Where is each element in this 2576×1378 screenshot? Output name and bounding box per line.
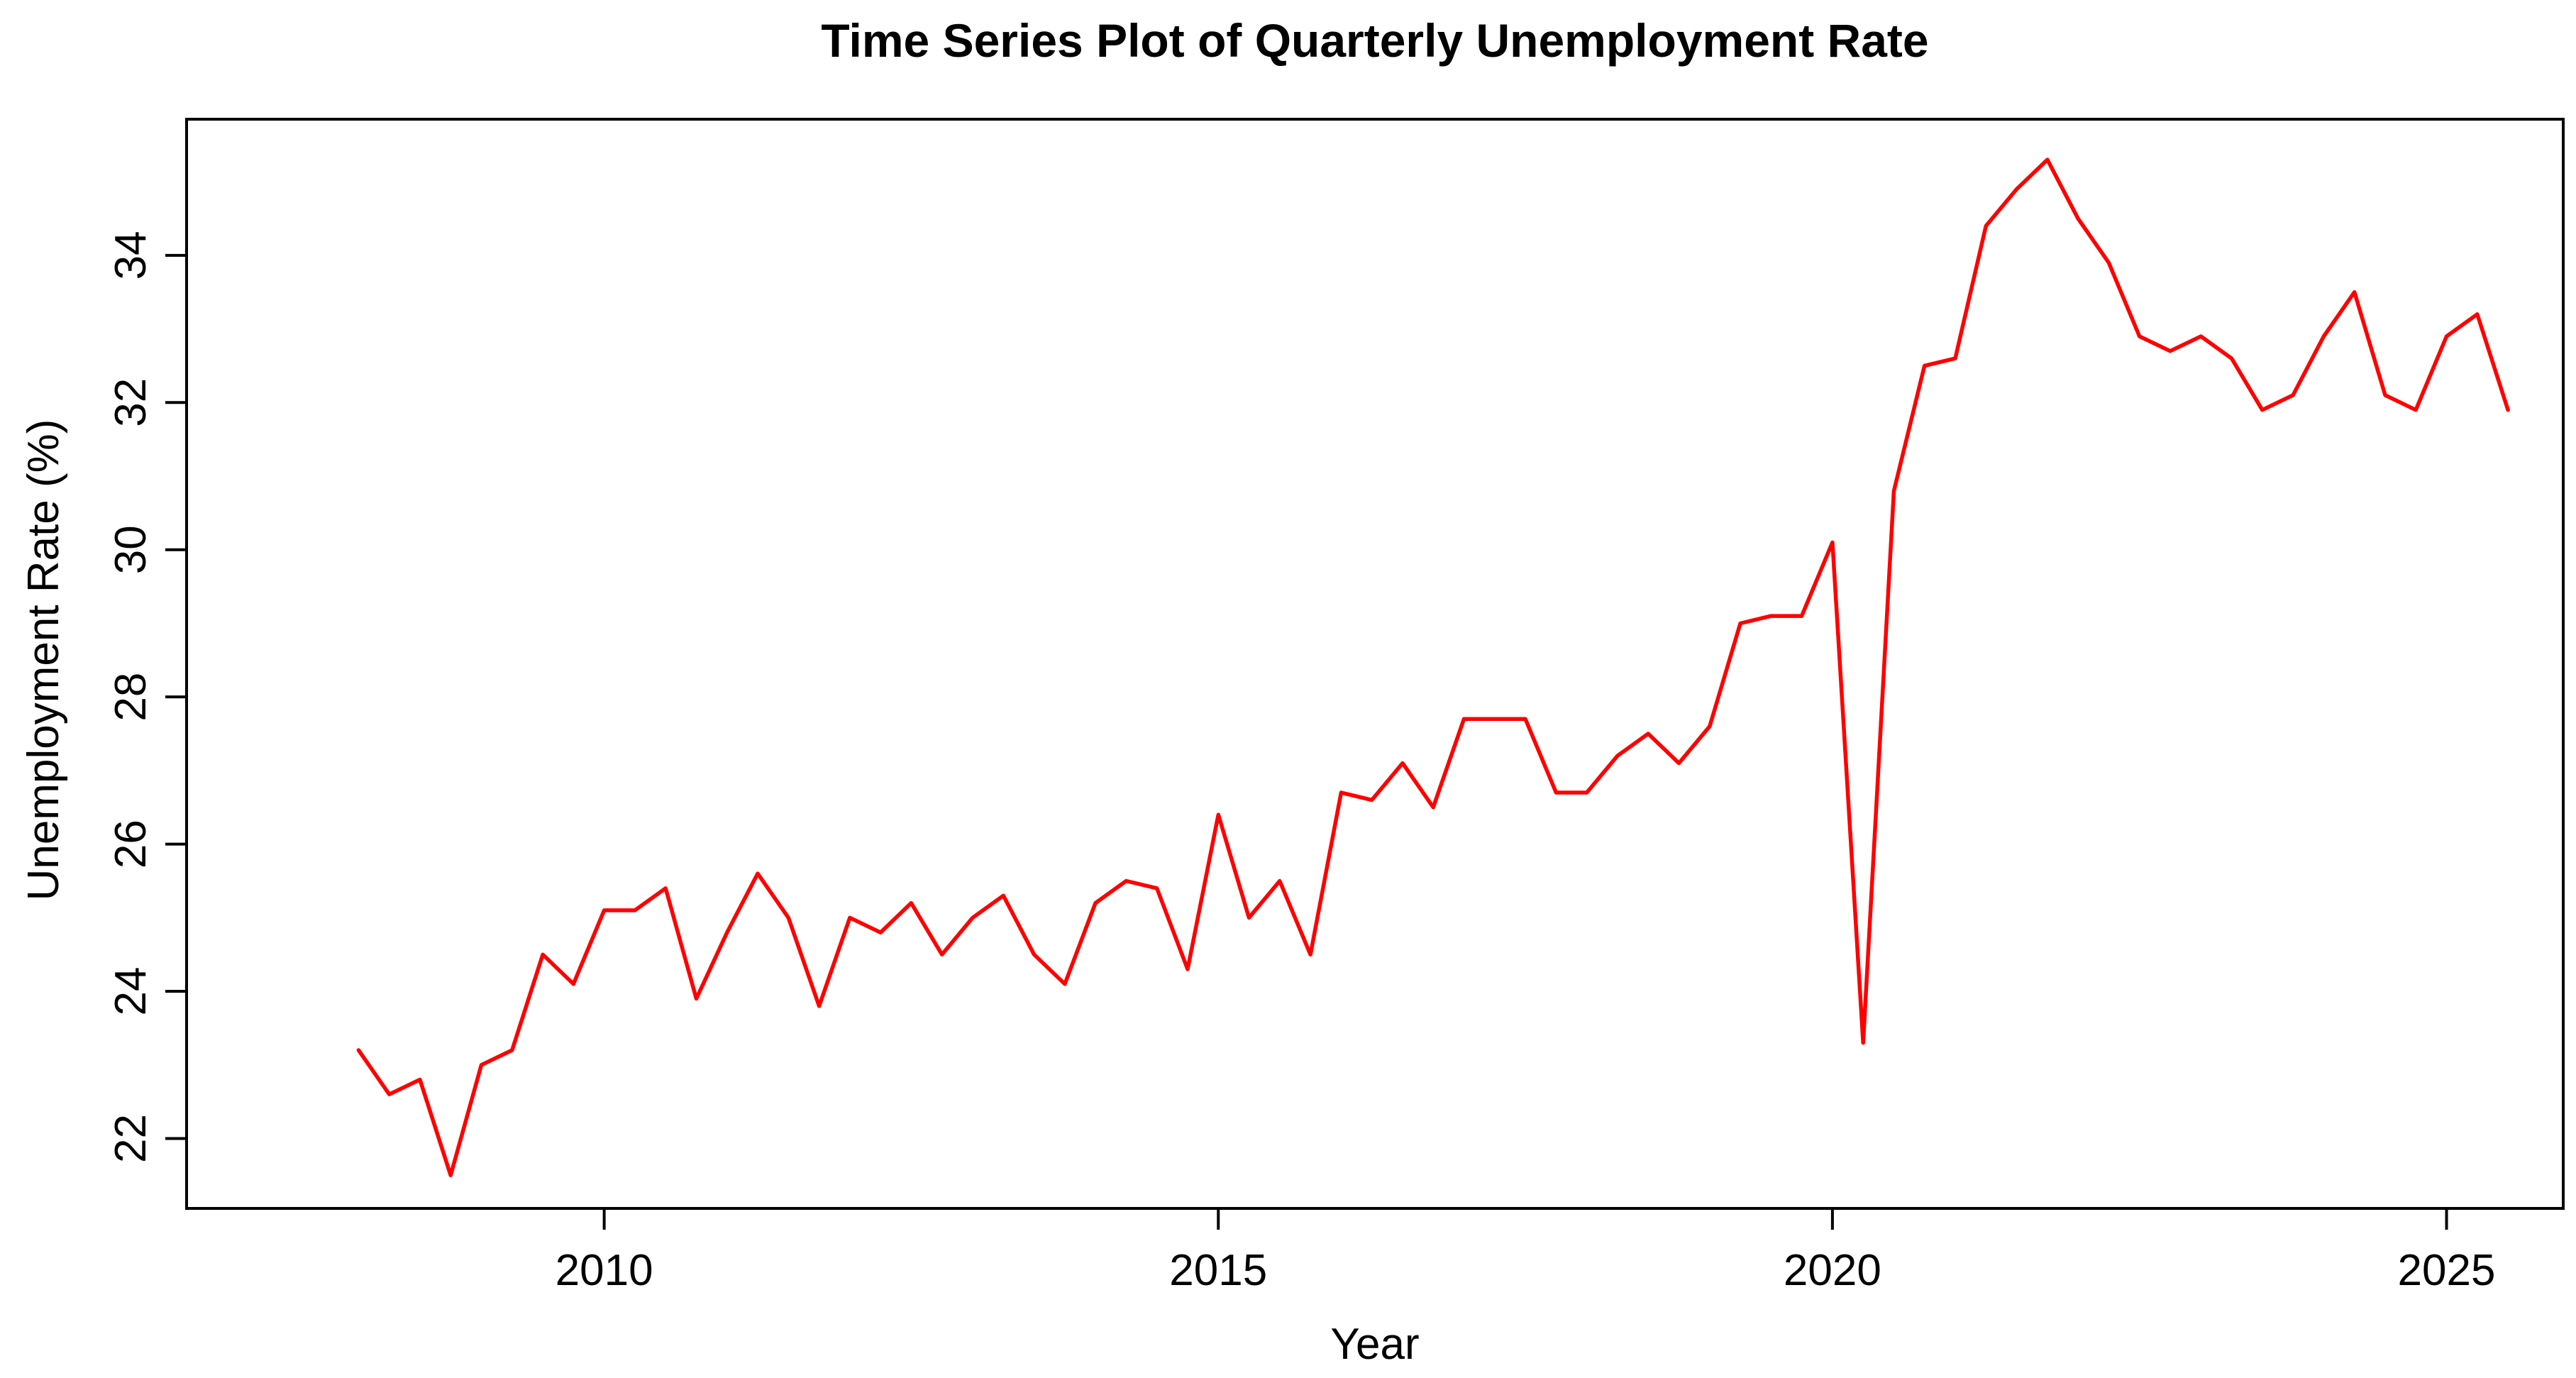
series-layer: [356, 158, 2510, 1178]
data-point: [1431, 805, 1435, 810]
data-point: [971, 915, 975, 920]
data-point: [1830, 540, 1835, 544]
data-point: [2076, 216, 2080, 221]
data-point: [2260, 408, 2265, 412]
data-point: [1185, 967, 1190, 971]
data-point: [2291, 393, 2295, 397]
y-tick-label: 32: [106, 378, 155, 427]
y-tick-label: 30: [106, 525, 155, 574]
data-point: [2383, 393, 2387, 397]
data-point: [1708, 724, 1712, 729]
data-point: [602, 908, 607, 913]
data-point: [2445, 334, 2449, 338]
data-point: [1554, 790, 1558, 795]
data-point: [817, 1004, 822, 1008]
chart-title: Time Series Plot of Quarterly Unemployme…: [821, 14, 1928, 67]
data-point: [1370, 798, 1374, 802]
y-tick-label: 24: [106, 967, 155, 1016]
data-point: [1615, 754, 1620, 758]
data-point: [1984, 224, 1988, 228]
data-point: [1032, 952, 1037, 957]
data-point: [1462, 717, 1466, 721]
data-point: [2138, 334, 2142, 338]
data-point: [1523, 717, 1527, 721]
y-axis-label: Unemployment Rate (%): [19, 419, 68, 901]
data-point: [2321, 334, 2326, 338]
data-point: [1493, 717, 1497, 721]
data-point: [909, 901, 913, 905]
data-point: [2015, 187, 2019, 192]
data-point: [1769, 614, 1773, 618]
data-point: [695, 996, 699, 1001]
data-point: [2106, 260, 2111, 265]
data-point: [2414, 408, 2418, 412]
data-point: [2045, 158, 2050, 162]
data-point: [1953, 356, 1957, 360]
x-tick-label: 2020: [1784, 1246, 1881, 1295]
y-tick-label: 22: [106, 1114, 155, 1163]
data-point: [756, 871, 760, 876]
x-axis: 2010 2015 2020 2025: [555, 1207, 2496, 1295]
data-point: [1093, 901, 1098, 905]
data-point: [1677, 761, 1681, 766]
y-tick-label: 28: [106, 673, 155, 722]
y-tick-label: 26: [106, 820, 155, 869]
x-axis-label: Year: [1330, 1320, 1419, 1369]
data-point: [725, 930, 729, 935]
data-point: [1308, 952, 1312, 957]
data-point: [1400, 761, 1405, 766]
data-point: [356, 1048, 360, 1052]
series-line: [356, 158, 2510, 1178]
data-point: [2168, 349, 2172, 353]
data-point: [1646, 732, 1650, 736]
data-point: [1738, 622, 1742, 626]
data-point: [1892, 489, 1896, 493]
data-point: [940, 952, 944, 957]
data-point: [1124, 879, 1128, 883]
data-point: [2506, 408, 2510, 412]
data-point: [1155, 886, 1159, 891]
data-point: [2475, 312, 2480, 316]
data-point: [1063, 982, 1067, 986]
y-tick-label: 34: [106, 231, 155, 280]
data-point: [1923, 363, 1927, 368]
data-point: [2230, 356, 2234, 360]
data-point: [878, 930, 883, 935]
x-tick-label: 2025: [2398, 1246, 2496, 1295]
data-point: [1001, 893, 1005, 898]
data-point: [1216, 812, 1220, 817]
data-point: [2199, 334, 2203, 338]
data-point: [448, 1173, 453, 1177]
data-point: [571, 982, 575, 986]
data-point: [1800, 614, 1804, 618]
data-point: [1339, 790, 1343, 795]
data-point: [2353, 290, 2357, 294]
data-point: [418, 1078, 422, 1082]
x-tick-label: 2010: [555, 1246, 653, 1295]
data-point: [786, 915, 790, 920]
y-axis: 22 24 26 28 30 32 34: [106, 231, 188, 1163]
data-point: [1247, 915, 1251, 920]
data-point: [1278, 879, 1282, 883]
data-point: [1585, 790, 1589, 795]
data-point: [1861, 1041, 1865, 1045]
data-point: [633, 908, 637, 913]
data-point: [480, 1063, 484, 1067]
data-point: [387, 1092, 392, 1096]
data-point: [848, 915, 852, 920]
data-point: [510, 1048, 514, 1052]
data-point: [541, 952, 545, 957]
data-point: [663, 886, 668, 891]
x-tick-label: 2015: [1169, 1246, 1267, 1295]
